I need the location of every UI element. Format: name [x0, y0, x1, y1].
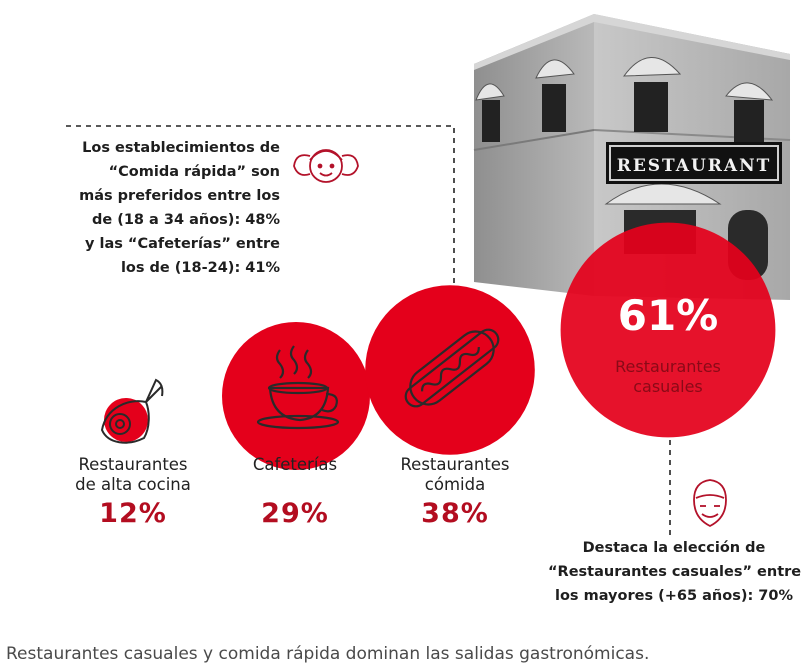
- category-label-line: Cafeterías: [252, 455, 338, 474]
- annotation-young: Los establecimientos de “Comida rápida” …: [64, 136, 280, 280]
- category-label-alta-cocina: Restaurantes de alta cocina: [58, 455, 208, 495]
- annotation-young-line: más preferidos entre los: [79, 188, 280, 204]
- bubble-restaurantes-casuales: [560, 222, 776, 438]
- annotation-senior-line: Destaca la elección de: [582, 540, 766, 556]
- restaurant-building-image: RESTAURANT: [473, 14, 791, 300]
- coffee-cup-icon: [256, 345, 340, 430]
- fish-icon: [100, 378, 164, 444]
- leader-lines: [66, 125, 671, 536]
- hot-dog-icon: [404, 328, 500, 408]
- girl-face-icon: [293, 149, 359, 183]
- annotation-young-line: y las “Cafeterías” entre: [85, 236, 280, 252]
- category-label-comida: Restaurantes cómida: [380, 455, 530, 495]
- value-label-alta-cocina: 12%: [99, 498, 167, 529]
- category-label-line: Restaurantes: [78, 455, 188, 474]
- figure-caption: Restaurantes casuales y comida rápida do…: [6, 644, 650, 664]
- category-label-cafeterias: Cafeterías: [220, 455, 370, 475]
- value-label-cafeterias: 29%: [261, 498, 329, 529]
- annotation-senior-line: los mayores (+65 años): 70%: [554, 588, 794, 604]
- annotation-senior: Destaca la elección de “Restaurantes cas…: [548, 536, 802, 608]
- annotation-young-line: los de (18-24): 41%: [120, 260, 280, 276]
- elderly-face-icon: [693, 479, 727, 528]
- annotation-young-line: de (18 a 34 años): 48%: [91, 212, 280, 228]
- category-label-restaurantes-casuales-line2: casuales: [633, 377, 703, 396]
- building-sign-text: RESTAURANT: [617, 156, 772, 176]
- category-label-line: Restaurantes: [400, 455, 510, 474]
- value-label-comida: 38%: [421, 498, 489, 529]
- bubble-cafeterias: [222, 322, 370, 470]
- annotation-senior-line: “Restaurantes casuales” entre: [548, 564, 802, 580]
- annotation-young-line: Los establecimientos de: [82, 140, 280, 156]
- annotation-young-line: “Comida rápida” son: [108, 164, 280, 180]
- leader-line-young: [66, 125, 455, 300]
- value-label-restaurantes-casuales: 61%: [618, 291, 719, 340]
- category-label-line: cómida: [424, 475, 486, 494]
- category-label-line: de alta cocina: [75, 475, 191, 494]
- category-label-restaurantes-casuales-line1: Restaurantes: [615, 357, 721, 376]
